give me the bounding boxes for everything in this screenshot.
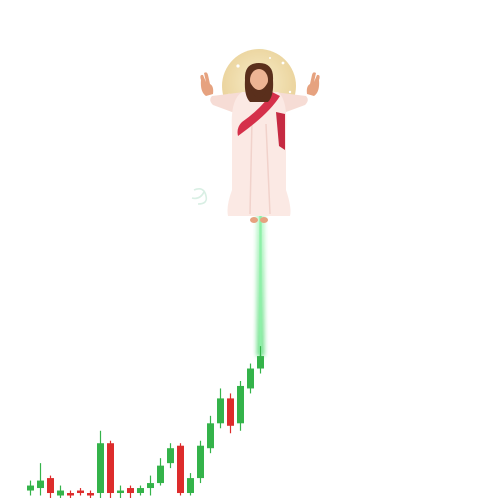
face bbox=[250, 69, 268, 91]
candle-body-up bbox=[207, 423, 214, 449]
candle-body-up bbox=[117, 490, 124, 494]
right-hand bbox=[306, 72, 320, 96]
candle-body-down bbox=[47, 478, 54, 494]
candle-body-down bbox=[107, 443, 114, 494]
jesus-figure-illustration bbox=[200, 49, 320, 223]
candle-body-up bbox=[257, 356, 264, 369]
candle-body-up bbox=[187, 478, 194, 494]
beard bbox=[250, 82, 268, 98]
candle-body-up bbox=[37, 480, 44, 489]
candle-body-up bbox=[197, 445, 204, 479]
faint-swirl-decoration bbox=[191, 188, 208, 205]
candle-body-down bbox=[87, 493, 94, 496]
candle-body-up bbox=[217, 398, 224, 424]
candle-body-up bbox=[57, 490, 64, 496]
candle-body-up bbox=[167, 448, 174, 464]
candle-body-down bbox=[77, 490, 84, 494]
left-foot bbox=[250, 217, 258, 223]
candle-body-up bbox=[147, 483, 154, 489]
left-hand bbox=[200, 72, 214, 96]
candle-body-down bbox=[127, 488, 134, 494]
sash bbox=[237, 92, 280, 136]
candle-body-down bbox=[227, 398, 234, 426]
right-foot bbox=[260, 217, 268, 223]
candle-body-down bbox=[67, 493, 74, 496]
candle-body-up bbox=[137, 488, 144, 494]
sash-tail bbox=[276, 112, 285, 150]
candles-group bbox=[27, 346, 264, 498]
candle-body-up bbox=[237, 385, 244, 424]
candle-body-up bbox=[27, 485, 34, 491]
robe-shading bbox=[249, 119, 271, 215]
candle-body-up bbox=[157, 465, 164, 484]
candle-body-down bbox=[177, 445, 184, 494]
candle-body-up bbox=[97, 443, 104, 494]
candle-body-up bbox=[247, 368, 254, 389]
